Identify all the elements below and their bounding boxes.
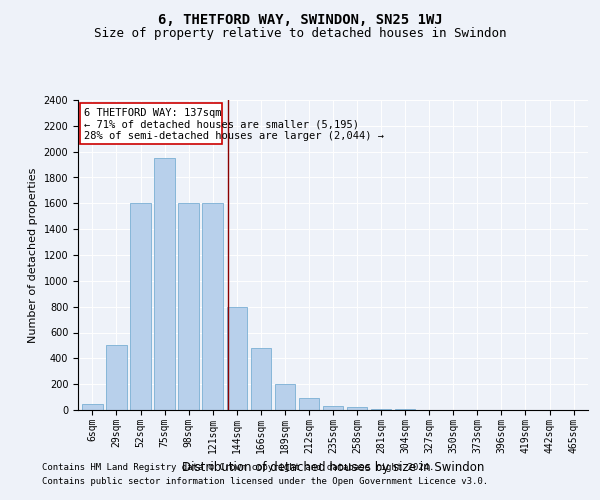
Bar — [347, 408, 367, 410]
Bar — [299, 398, 319, 410]
X-axis label: Distribution of detached houses by size in Swindon: Distribution of detached houses by size … — [182, 461, 484, 474]
Text: Contains public sector information licensed under the Open Government Licence v3: Contains public sector information licen… — [42, 477, 488, 486]
Bar — [323, 406, 343, 410]
Text: Size of property relative to detached houses in Swindon: Size of property relative to detached ho… — [94, 28, 506, 40]
Bar — [251, 348, 271, 410]
Bar — [106, 346, 127, 410]
Bar — [275, 384, 295, 410]
Bar — [82, 404, 103, 410]
Text: 28% of semi-detached houses are larger (2,044) →: 28% of semi-detached houses are larger (… — [84, 131, 384, 141]
Bar — [227, 306, 247, 410]
Bar — [178, 204, 199, 410]
Bar — [80, 102, 223, 144]
Bar — [371, 409, 391, 410]
Bar — [202, 204, 223, 410]
Y-axis label: Number of detached properties: Number of detached properties — [28, 168, 38, 342]
Text: 6 THETFORD WAY: 137sqm: 6 THETFORD WAY: 137sqm — [84, 108, 221, 118]
Text: Contains HM Land Registry data © Crown copyright and database right 2024.: Contains HM Land Registry data © Crown c… — [42, 464, 434, 472]
Text: ← 71% of detached houses are smaller (5,195): ← 71% of detached houses are smaller (5,… — [84, 120, 359, 130]
Bar — [130, 204, 151, 410]
Bar — [154, 158, 175, 410]
Text: 6, THETFORD WAY, SWINDON, SN25 1WJ: 6, THETFORD WAY, SWINDON, SN25 1WJ — [158, 12, 442, 26]
